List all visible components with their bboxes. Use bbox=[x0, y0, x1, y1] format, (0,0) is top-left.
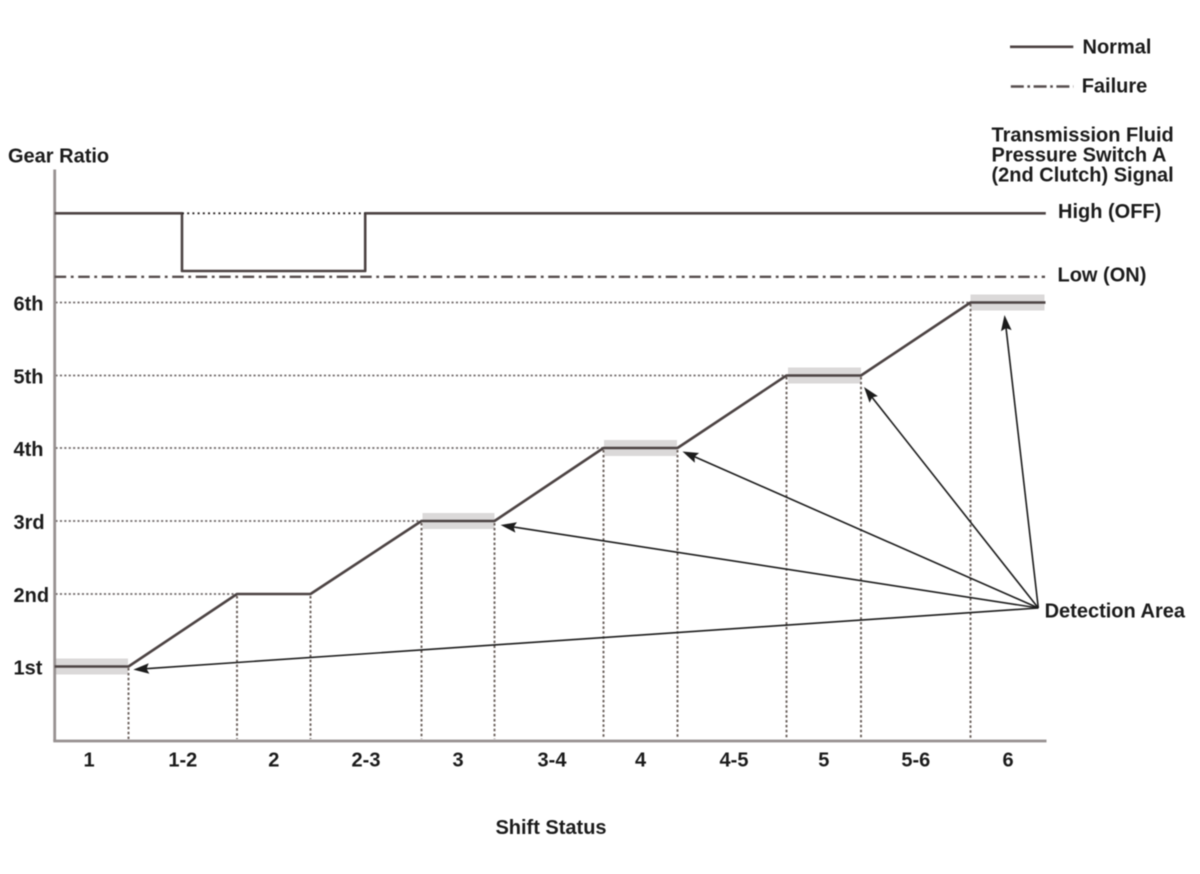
svg-text:5-6: 5-6 bbox=[901, 750, 930, 772]
svg-text:3-4: 3-4 bbox=[538, 750, 568, 772]
svg-text:Detection Area: Detection Area bbox=[1045, 601, 1186, 623]
svg-text:(2nd Clutch) Signal: (2nd Clutch) Signal bbox=[992, 165, 1174, 187]
svg-text:2nd: 2nd bbox=[14, 585, 50, 607]
svg-text:3: 3 bbox=[452, 750, 463, 772]
svg-text:1st: 1st bbox=[14, 657, 43, 679]
svg-text:1: 1 bbox=[83, 750, 94, 772]
svg-text:3rd: 3rd bbox=[14, 512, 45, 534]
svg-text:5: 5 bbox=[818, 750, 829, 772]
svg-text:1-2: 1-2 bbox=[168, 750, 197, 772]
svg-text:4th: 4th bbox=[14, 439, 44, 461]
svg-text:4-5: 4-5 bbox=[720, 750, 749, 772]
svg-text:Transmission Fluid: Transmission Fluid bbox=[992, 125, 1174, 147]
svg-text:Gear Ratio: Gear Ratio bbox=[8, 145, 109, 167]
svg-text:Low (ON): Low (ON) bbox=[1058, 265, 1147, 287]
svg-text:Failure: Failure bbox=[1082, 76, 1148, 98]
svg-text:Shift Status: Shift Status bbox=[495, 817, 606, 839]
svg-text:4: 4 bbox=[635, 750, 647, 772]
svg-text:2-3: 2-3 bbox=[352, 750, 381, 772]
svg-text:Pressure Switch A: Pressure Switch A bbox=[992, 145, 1167, 167]
svg-text:6th: 6th bbox=[14, 293, 44, 315]
svg-text:5th: 5th bbox=[14, 366, 44, 388]
svg-text:2: 2 bbox=[268, 750, 279, 772]
svg-text:High (OFF): High (OFF) bbox=[1058, 201, 1161, 223]
svg-text:Normal: Normal bbox=[1083, 36, 1152, 58]
svg-text:6: 6 bbox=[1002, 750, 1013, 772]
